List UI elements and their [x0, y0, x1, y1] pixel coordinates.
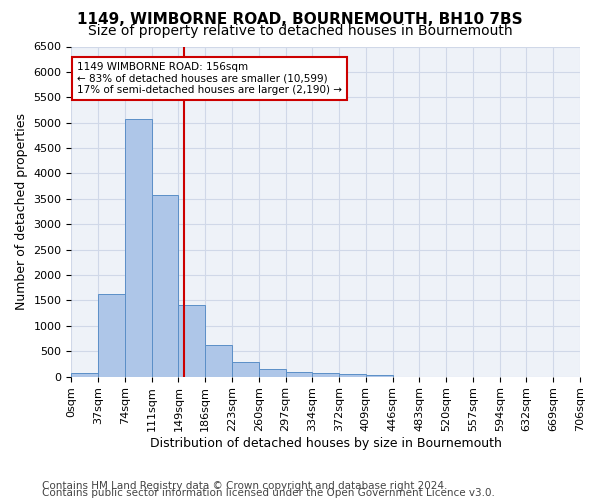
Text: 1149 WIMBORNE ROAD: 156sqm
← 83% of detached houses are smaller (10,599)
17% of : 1149 WIMBORNE ROAD: 156sqm ← 83% of deta…: [77, 62, 342, 95]
Text: 1149, WIMBORNE ROAD, BOURNEMOUTH, BH10 7BS: 1149, WIMBORNE ROAD, BOURNEMOUTH, BH10 7…: [77, 12, 523, 28]
Bar: [205, 345, 232, 376]
Bar: [71, 373, 98, 376]
Bar: [286, 372, 313, 376]
Bar: [313, 373, 339, 376]
Bar: [98, 294, 125, 376]
Bar: [259, 369, 286, 376]
Text: Size of property relative to detached houses in Bournemouth: Size of property relative to detached ho…: [88, 24, 512, 38]
Text: Contains public sector information licensed under the Open Government Licence v3: Contains public sector information licen…: [42, 488, 495, 498]
Text: Contains HM Land Registry data © Crown copyright and database right 2024.: Contains HM Land Registry data © Crown c…: [42, 481, 448, 491]
Bar: [152, 195, 178, 376]
Bar: [366, 375, 392, 376]
Bar: [178, 306, 205, 376]
Bar: [125, 119, 152, 376]
Bar: [339, 374, 366, 376]
Y-axis label: Number of detached properties: Number of detached properties: [15, 113, 28, 310]
Bar: [232, 362, 259, 376]
X-axis label: Distribution of detached houses by size in Bournemouth: Distribution of detached houses by size …: [150, 437, 502, 450]
